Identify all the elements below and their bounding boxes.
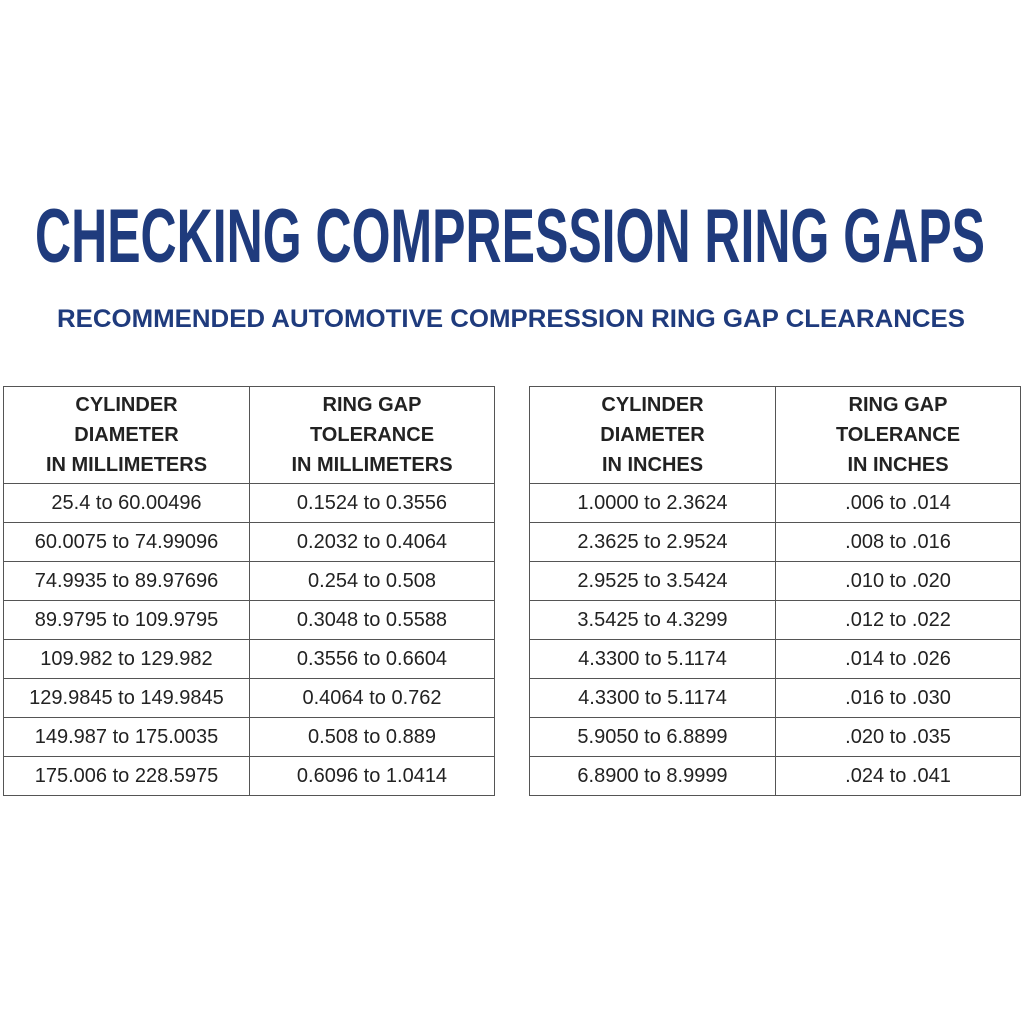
table-cell: 89.9795 to 109.9795 [3,600,250,640]
table-row: 109.982 to 129.982 0.3556 to 0.6604 [3,639,495,679]
table-cell: .010 to .020 [775,561,1021,601]
table-cell: 4.3300 to 5.1174 [529,639,776,679]
page-subtitle: RECOMMENDED AUTOMOTIVE COMPRESSION RING … [57,305,965,333]
table-cell: 0.3556 to 0.6604 [249,639,495,679]
table-cell: .020 to .035 [775,717,1021,757]
table-cell: 0.2032 to 0.4064 [249,522,495,562]
header-row: CYLINDER DIAMETER IN INCHES RING GAP TOLERAN… [529,386,1021,484]
table-row: 5.9050 to 6.8899.020 to .035 [529,717,1021,757]
table-cell: .012 to .022 [775,600,1021,640]
table-cell: 149.987 to 175.0035 [3,717,250,757]
table-row: 74.9935 to 89.97696 0.254 to 0.508 [3,561,495,601]
column-header-line: RING GAP [848,394,948,416]
column-header: RING GAP TOLERANCE IN INCHES [775,386,1021,484]
table-row: 6.8900 to 8.9999.024 to .041 [529,756,1021,796]
table-row: 149.987 to 175.0035 0.508 to 0.889 [3,717,495,757]
column-header-line: IN MILLIMETERS [291,454,453,476]
inch-table: CYLINDER DIAMETER IN INCHES RING GAP TOLERAN… [529,386,1021,796]
table-cell: 25.4 to 60.00496 [3,483,250,523]
table-row: 89.9795 to 109.9795 0.3048 to 0.5588 [3,600,495,640]
table-cell: 0.1524 to 0.3556 [249,483,495,523]
column-header-line: DIAMETER [74,424,179,446]
table-cell: 5.9050 to 6.8899 [529,717,776,757]
column-header-line: DIAMETER [600,424,705,446]
column-header-line: CYLINDER [75,394,178,416]
header-row: CYLINDER DIAMETER IN MILLIMETERS RING GAP TO… [3,386,495,484]
column-header-line: IN MILLIMETERS [45,454,208,476]
column-header-line: RING GAP [322,394,422,416]
table-cell: 0.254 to 0.508 [249,561,495,601]
table-cell: .006 to .014 [775,483,1021,523]
table-cell: .014 to .026 [775,639,1021,679]
page-title: CHECKING COMPRESSION RING GAPS [35,194,985,279]
table-cell: 175.006 to 228.5975 [3,756,250,796]
heading: CHECKING COMPRESSION RING GAPS RECOMMEND… [35,194,985,333]
table-cell: 74.9935 to 89.97696 [3,561,250,601]
table-cell: 1.0000 to 2.3624 [529,483,776,523]
table-cell: 0.3048 to 0.5588 [249,600,495,640]
column-header-line: IN INCHES [601,454,704,476]
table-cell: 2.3625 to 2.9524 [529,522,776,562]
column-header: CYLINDER DIAMETER IN MILLIMETERS [3,386,250,484]
table-cell: 109.982 to 129.982 [3,639,250,679]
table-cell: 2.9525 to 3.5424 [529,561,776,601]
column-header-line: TOLERANCE [309,424,435,446]
table-cell: .024 to .041 [775,756,1021,796]
table-row: 2.9525 to 3.5424.010 to .020 [529,561,1021,601]
table-cell: 4.3300 to 5.1174 [529,678,776,718]
table-cell: 3.5425 to 4.3299 [529,600,776,640]
table-cell: 129.9845 to 149.9845 [3,678,250,718]
column-header-line: TOLERANCE [835,424,961,446]
table-cell: 0.6096 to 1.0414 [249,756,495,796]
table-cell: .008 to .016 [775,522,1021,562]
table-row: 25.4 to 60.00496 0.1524 to 0.3556 [3,483,495,523]
column-header: RING GAP TOLERANCE IN MILLIMETERS [249,386,495,484]
table-row: 1.0000 to 2.3624.006 to .014 [529,483,1021,523]
table-row: 4.3300 to 5.1174.016 to .030 [529,678,1021,718]
table-row: 175.006 to 228.5975 0.6096 to 1.0414 [3,756,495,796]
table-row: 129.9845 to 149.9845 0.4064 to 0.762 [3,678,495,718]
table-row: 4.3300 to 5.1174.014 to .026 [529,639,1021,679]
metric-table: CYLINDER DIAMETER IN MILLIMETERS RING GAP TO… [3,386,495,796]
column-header-line: IN INCHES [847,454,949,476]
column-header: CYLINDER DIAMETER IN INCHES [529,386,776,484]
table-cell: .016 to .030 [775,678,1021,718]
column-header-line: CYLINDER [601,394,704,416]
table-cell: 0.4064 to 0.762 [249,678,495,718]
table-row: 2.3625 to 2.9524.008 to .016 [529,522,1021,562]
table-cell: 0.508 to 0.889 [249,717,495,757]
table-cell: 6.8900 to 8.9999 [529,756,776,796]
table-cell: 60.0075 to 74.99096 [3,522,250,562]
table-row: 60.0075 to 74.99096 0.2032 to 0.4064 [3,522,495,562]
table-row: 3.5425 to 4.3299.012 to .022 [529,600,1021,640]
